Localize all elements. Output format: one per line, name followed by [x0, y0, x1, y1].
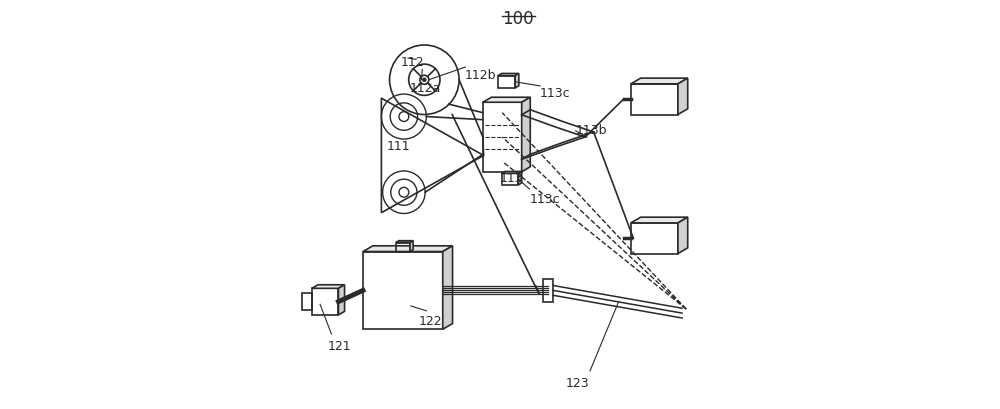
Polygon shape	[363, 246, 453, 252]
Text: 113c: 113c	[529, 193, 560, 206]
Text: 113: 113	[500, 172, 524, 185]
Polygon shape	[631, 217, 688, 223]
Polygon shape	[502, 171, 522, 173]
Polygon shape	[678, 78, 688, 115]
Polygon shape	[498, 74, 519, 76]
Circle shape	[423, 78, 426, 81]
Text: 123: 123	[566, 377, 590, 390]
Text: 122: 122	[418, 315, 442, 328]
Polygon shape	[631, 78, 688, 84]
Polygon shape	[515, 74, 519, 88]
Polygon shape	[443, 246, 453, 329]
Text: 113b: 113b	[576, 124, 607, 137]
Polygon shape	[338, 285, 345, 315]
Polygon shape	[483, 97, 530, 102]
Polygon shape	[518, 171, 522, 185]
Polygon shape	[410, 240, 413, 252]
Polygon shape	[396, 240, 413, 243]
Text: 100: 100	[503, 10, 534, 28]
Polygon shape	[522, 97, 530, 172]
Text: 112: 112	[401, 56, 425, 70]
Polygon shape	[678, 217, 688, 254]
Text: 111: 111	[386, 140, 410, 153]
Polygon shape	[312, 285, 345, 288]
Text: 113c: 113c	[540, 87, 571, 100]
Text: 112a: 112a	[409, 82, 441, 95]
Text: 121: 121	[327, 340, 351, 353]
Text: 112b: 112b	[464, 69, 496, 82]
